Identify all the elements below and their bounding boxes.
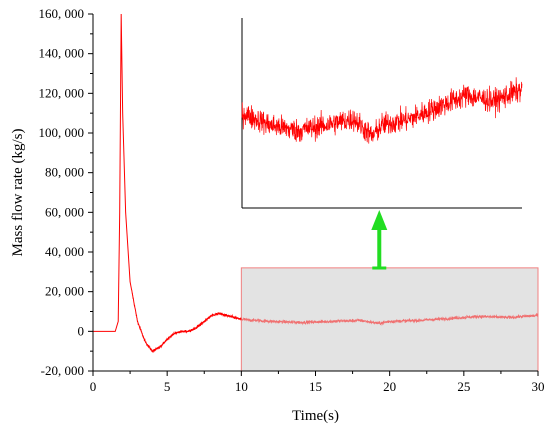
x-tick-label: 15 (309, 379, 322, 394)
x-tick-label: 10 (235, 379, 248, 394)
x-tick-label: 5 (164, 379, 171, 394)
x-ticks: 0 5 10 15 20 25 30 (90, 371, 545, 394)
y-tick-label: 60, 000 (45, 204, 84, 219)
y-tick-label: -20, 000 (41, 363, 84, 378)
x-tick-label: 25 (457, 379, 470, 394)
y-tick-label: 160, 000 (39, 6, 85, 21)
y-tick-label: 100, 000 (39, 125, 85, 140)
y-tick-label: 40, 000 (45, 244, 84, 259)
x-tick-label: 20 (383, 379, 396, 394)
y-tick-label: 140, 000 (39, 46, 85, 61)
x-axis-title: Time(s) (292, 408, 339, 424)
x-tick-label: 0 (90, 379, 97, 394)
x-tick-label: 30 (532, 379, 545, 394)
y-tick-label: 20, 000 (45, 284, 84, 299)
y-tick-label: 0 (78, 323, 85, 338)
arrow-head (371, 210, 388, 230)
inset-series-line (241, 77, 523, 144)
main-series-line (93, 13, 242, 354)
y-tick-label: 80, 000 (45, 165, 84, 180)
highlight-series-line (240, 313, 539, 326)
y-axis-title: Mass flow rate (kg/s) (10, 129, 26, 257)
zoom-arrow-icon (371, 210, 388, 270)
y-ticks: -20, 000 0 20, 000 40, 000 60, 000 80, 000 100… (39, 6, 93, 378)
zoom-inset (241, 18, 523, 209)
highlight-series-path (240, 313, 539, 326)
highlight-region (240, 267, 539, 372)
inset-series-path (241, 77, 523, 144)
y-tick-label: 120, 000 (39, 85, 85, 100)
